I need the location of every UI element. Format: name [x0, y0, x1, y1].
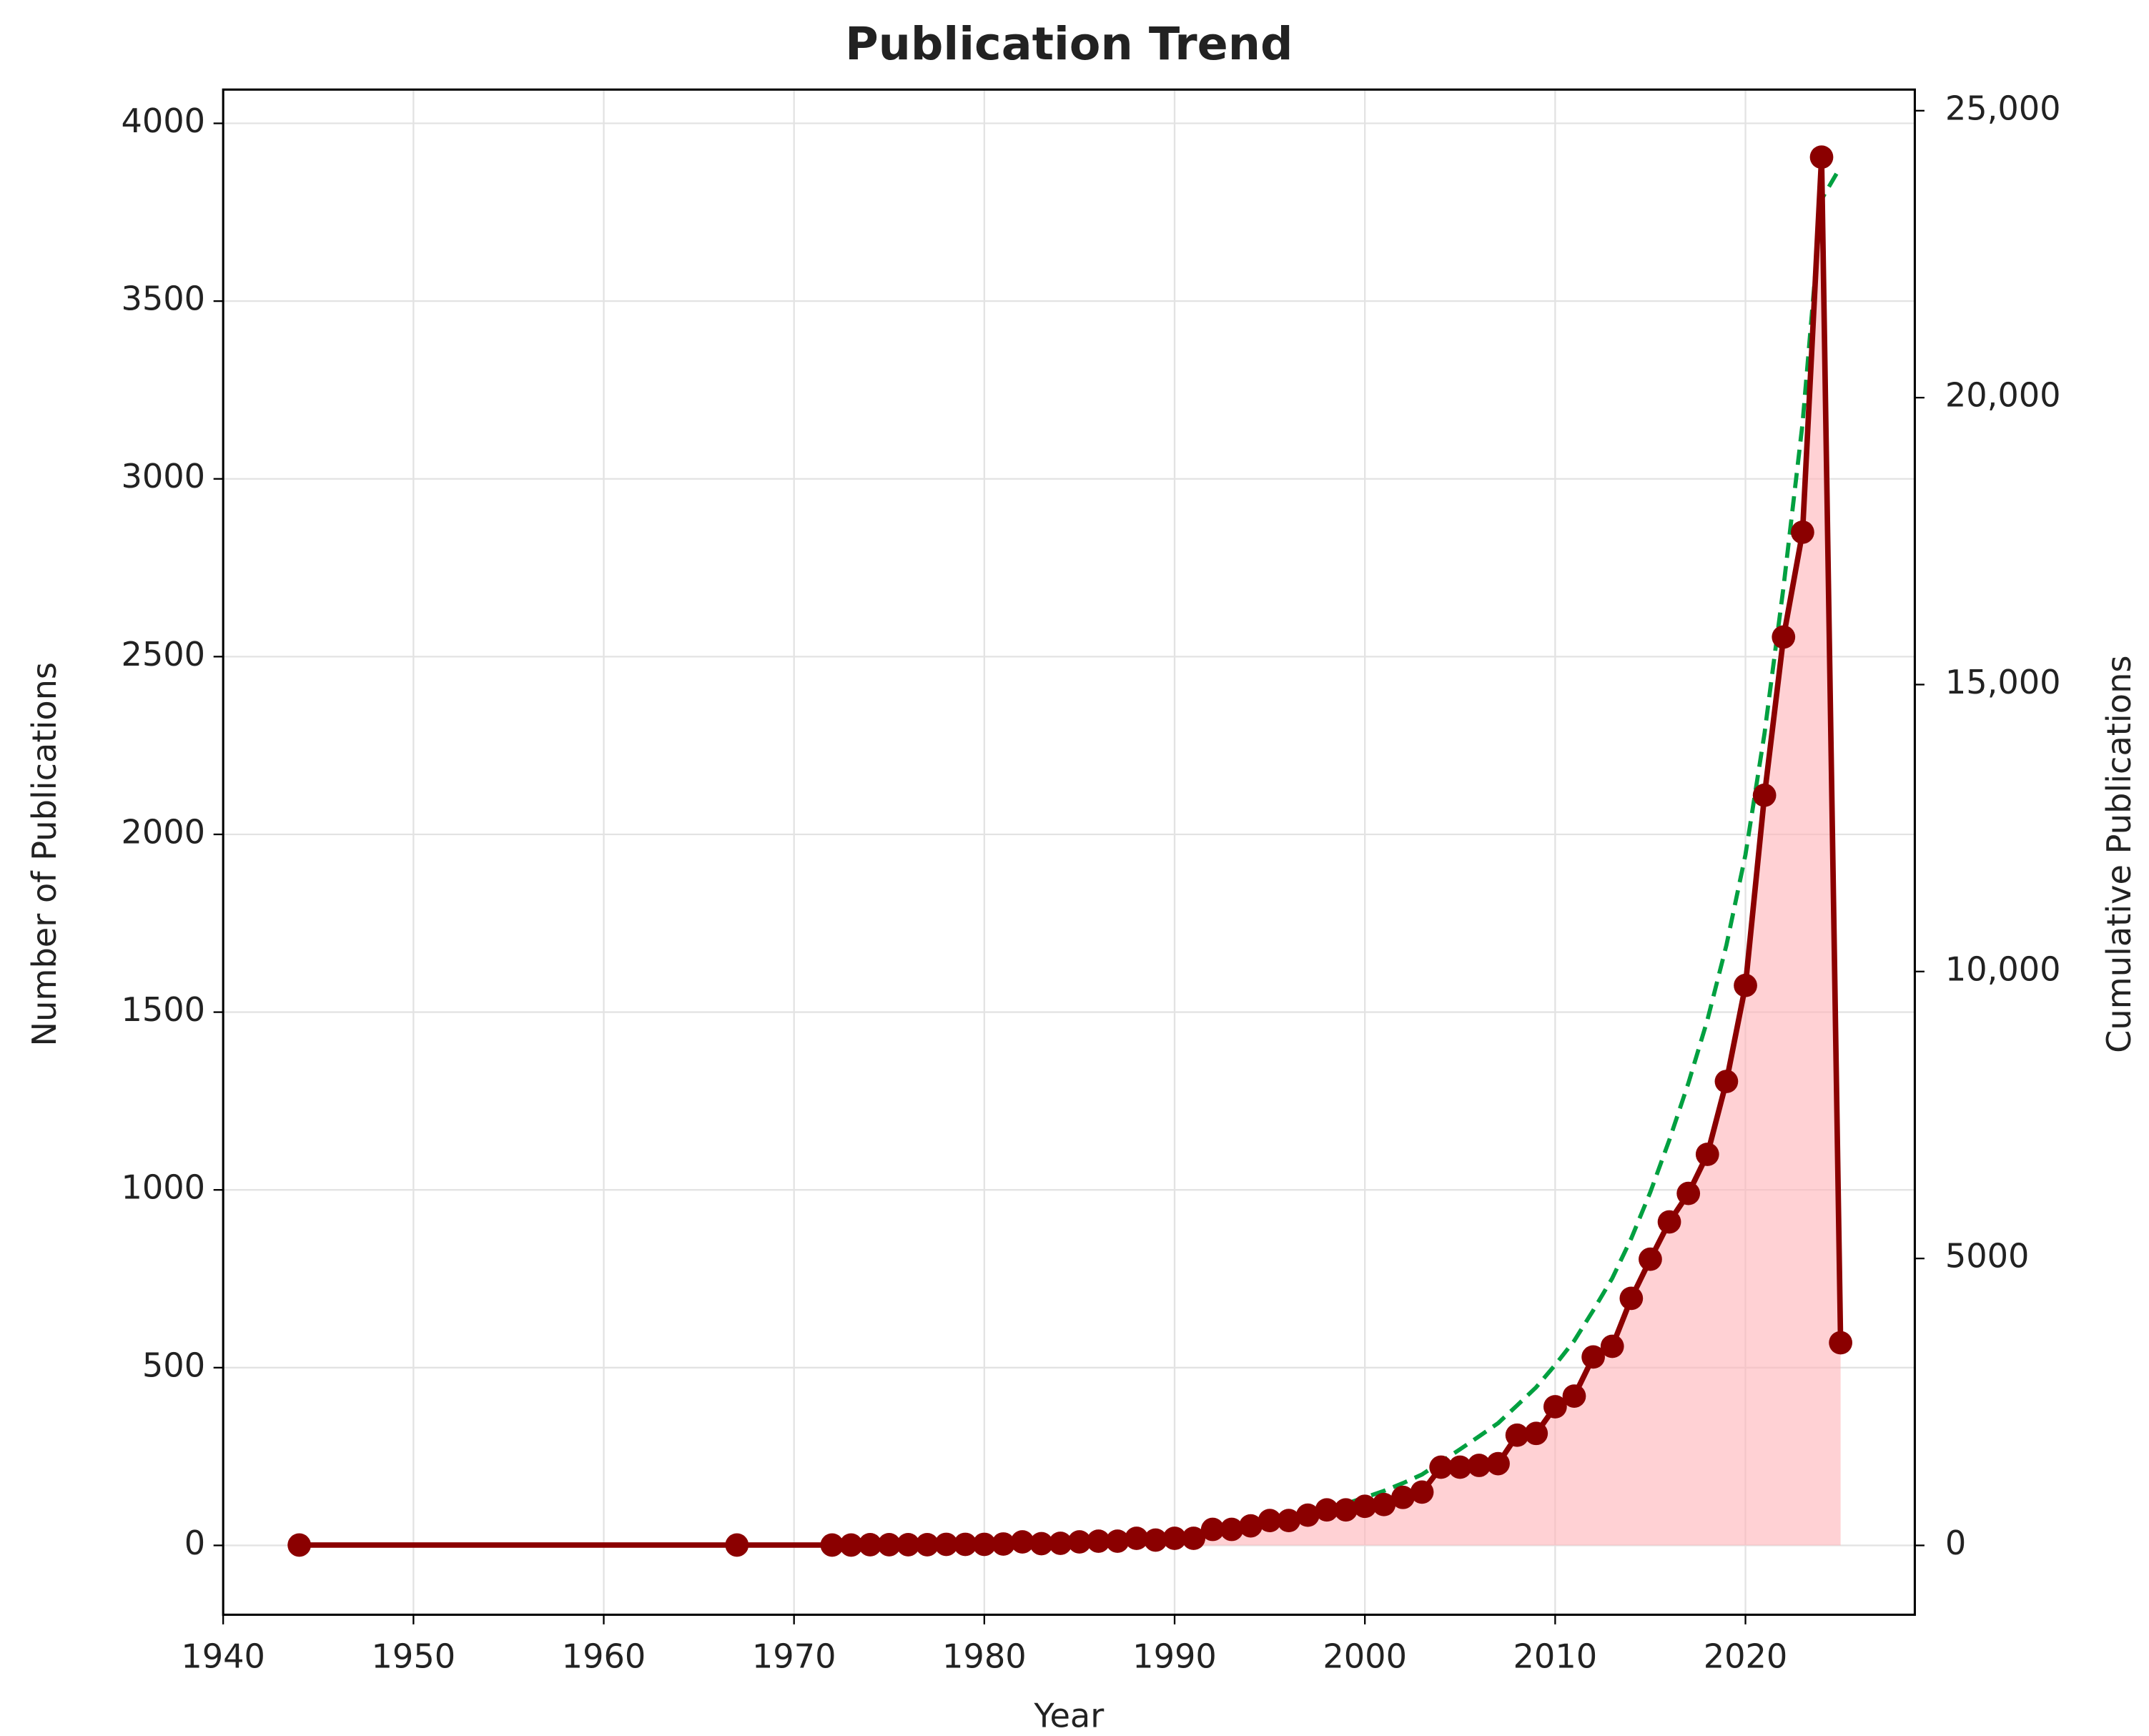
point — [1600, 1334, 1624, 1358]
y-tick-label: 2500 — [121, 635, 205, 674]
x-tick-label: 1950 — [371, 1637, 455, 1676]
point — [972, 1532, 997, 1557]
y-tick-label: 3500 — [121, 280, 205, 318]
point — [1334, 1498, 1358, 1522]
point — [1581, 1345, 1605, 1369]
point — [1410, 1480, 1434, 1504]
point — [1353, 1494, 1377, 1519]
point — [1619, 1286, 1644, 1311]
point — [1676, 1181, 1701, 1205]
x-axis-label: Year — [1033, 1696, 1105, 1735]
point — [877, 1533, 901, 1557]
x-tick-label: 2010 — [1513, 1637, 1598, 1676]
x-tick-label: 1990 — [1132, 1637, 1217, 1676]
point — [725, 1533, 749, 1557]
y2-tick-label: 25,000 — [1945, 89, 2061, 127]
point — [915, 1533, 939, 1557]
point — [858, 1533, 882, 1557]
point — [1524, 1421, 1548, 1446]
area — [299, 157, 1841, 1546]
point — [1295, 1503, 1320, 1527]
point — [1048, 1532, 1072, 1555]
chart-title: Publication Trend — [845, 17, 1293, 70]
point — [1467, 1454, 1491, 1477]
point — [1829, 1331, 1852, 1355]
point — [1809, 145, 1834, 169]
point — [1162, 1527, 1187, 1550]
y-tick-label: 1500 — [121, 990, 205, 1029]
point — [1772, 625, 1796, 649]
point — [1752, 783, 1777, 807]
point — [1505, 1423, 1529, 1447]
point — [1734, 973, 1757, 997]
x-tick-label: 1980 — [942, 1637, 1027, 1676]
point — [1657, 1210, 1681, 1234]
point — [287, 1533, 312, 1557]
point — [934, 1532, 958, 1557]
point — [1391, 1485, 1415, 1509]
plot-frame — [222, 88, 1916, 1616]
point — [953, 1532, 977, 1557]
point — [1029, 1532, 1054, 1556]
point — [1695, 1143, 1719, 1166]
y-tick-label: 1000 — [121, 1168, 205, 1207]
point — [1372, 1492, 1396, 1516]
point — [1258, 1509, 1282, 1533]
point — [992, 1532, 1015, 1556]
x-tick-label: 2000 — [1323, 1637, 1407, 1676]
y2-tick-label: 10,000 — [1945, 950, 2061, 988]
point — [820, 1533, 844, 1557]
point — [1486, 1451, 1510, 1476]
point — [1714, 1070, 1739, 1093]
y2-axis-label: Cumulative Publications — [2100, 656, 2138, 1053]
x-tick-label: 2020 — [1704, 1637, 1788, 1676]
point — [1125, 1527, 1149, 1550]
point — [1315, 1498, 1339, 1522]
point — [1144, 1528, 1167, 1552]
point — [1087, 1529, 1110, 1553]
y2-tick-label: 5000 — [1945, 1237, 2030, 1276]
x-tick-label: 1970 — [752, 1637, 836, 1676]
y2-tick-label: 15,000 — [1945, 663, 2061, 701]
y-axis-label: Number of Publications — [25, 662, 64, 1047]
point — [1639, 1247, 1662, 1271]
point — [1429, 1455, 1453, 1479]
point — [1448, 1455, 1472, 1479]
y-tick-label: 4000 — [121, 102, 205, 140]
y-tick-label: 0 — [184, 1524, 205, 1562]
point — [1791, 520, 1814, 544]
point — [1220, 1517, 1244, 1542]
point — [1200, 1517, 1225, 1542]
point — [1010, 1530, 1034, 1554]
point — [839, 1533, 863, 1557]
y-tick-label: 2000 — [121, 812, 205, 851]
y2-tick-label: 0 — [1945, 1524, 1966, 1562]
point — [1562, 1384, 1586, 1408]
x-tick-label: 1960 — [562, 1637, 646, 1676]
point — [1067, 1530, 1092, 1554]
point — [896, 1533, 920, 1557]
y-tick-label: 500 — [142, 1346, 205, 1384]
point — [1239, 1514, 1263, 1538]
point — [1182, 1527, 1206, 1550]
y-tick-label: 3000 — [121, 457, 205, 495]
point — [1543, 1395, 1567, 1419]
x-tick-label: 1940 — [181, 1637, 265, 1676]
point — [1105, 1529, 1130, 1553]
point — [1277, 1509, 1301, 1533]
y2-tick-label: 20,000 — [1945, 376, 2061, 415]
